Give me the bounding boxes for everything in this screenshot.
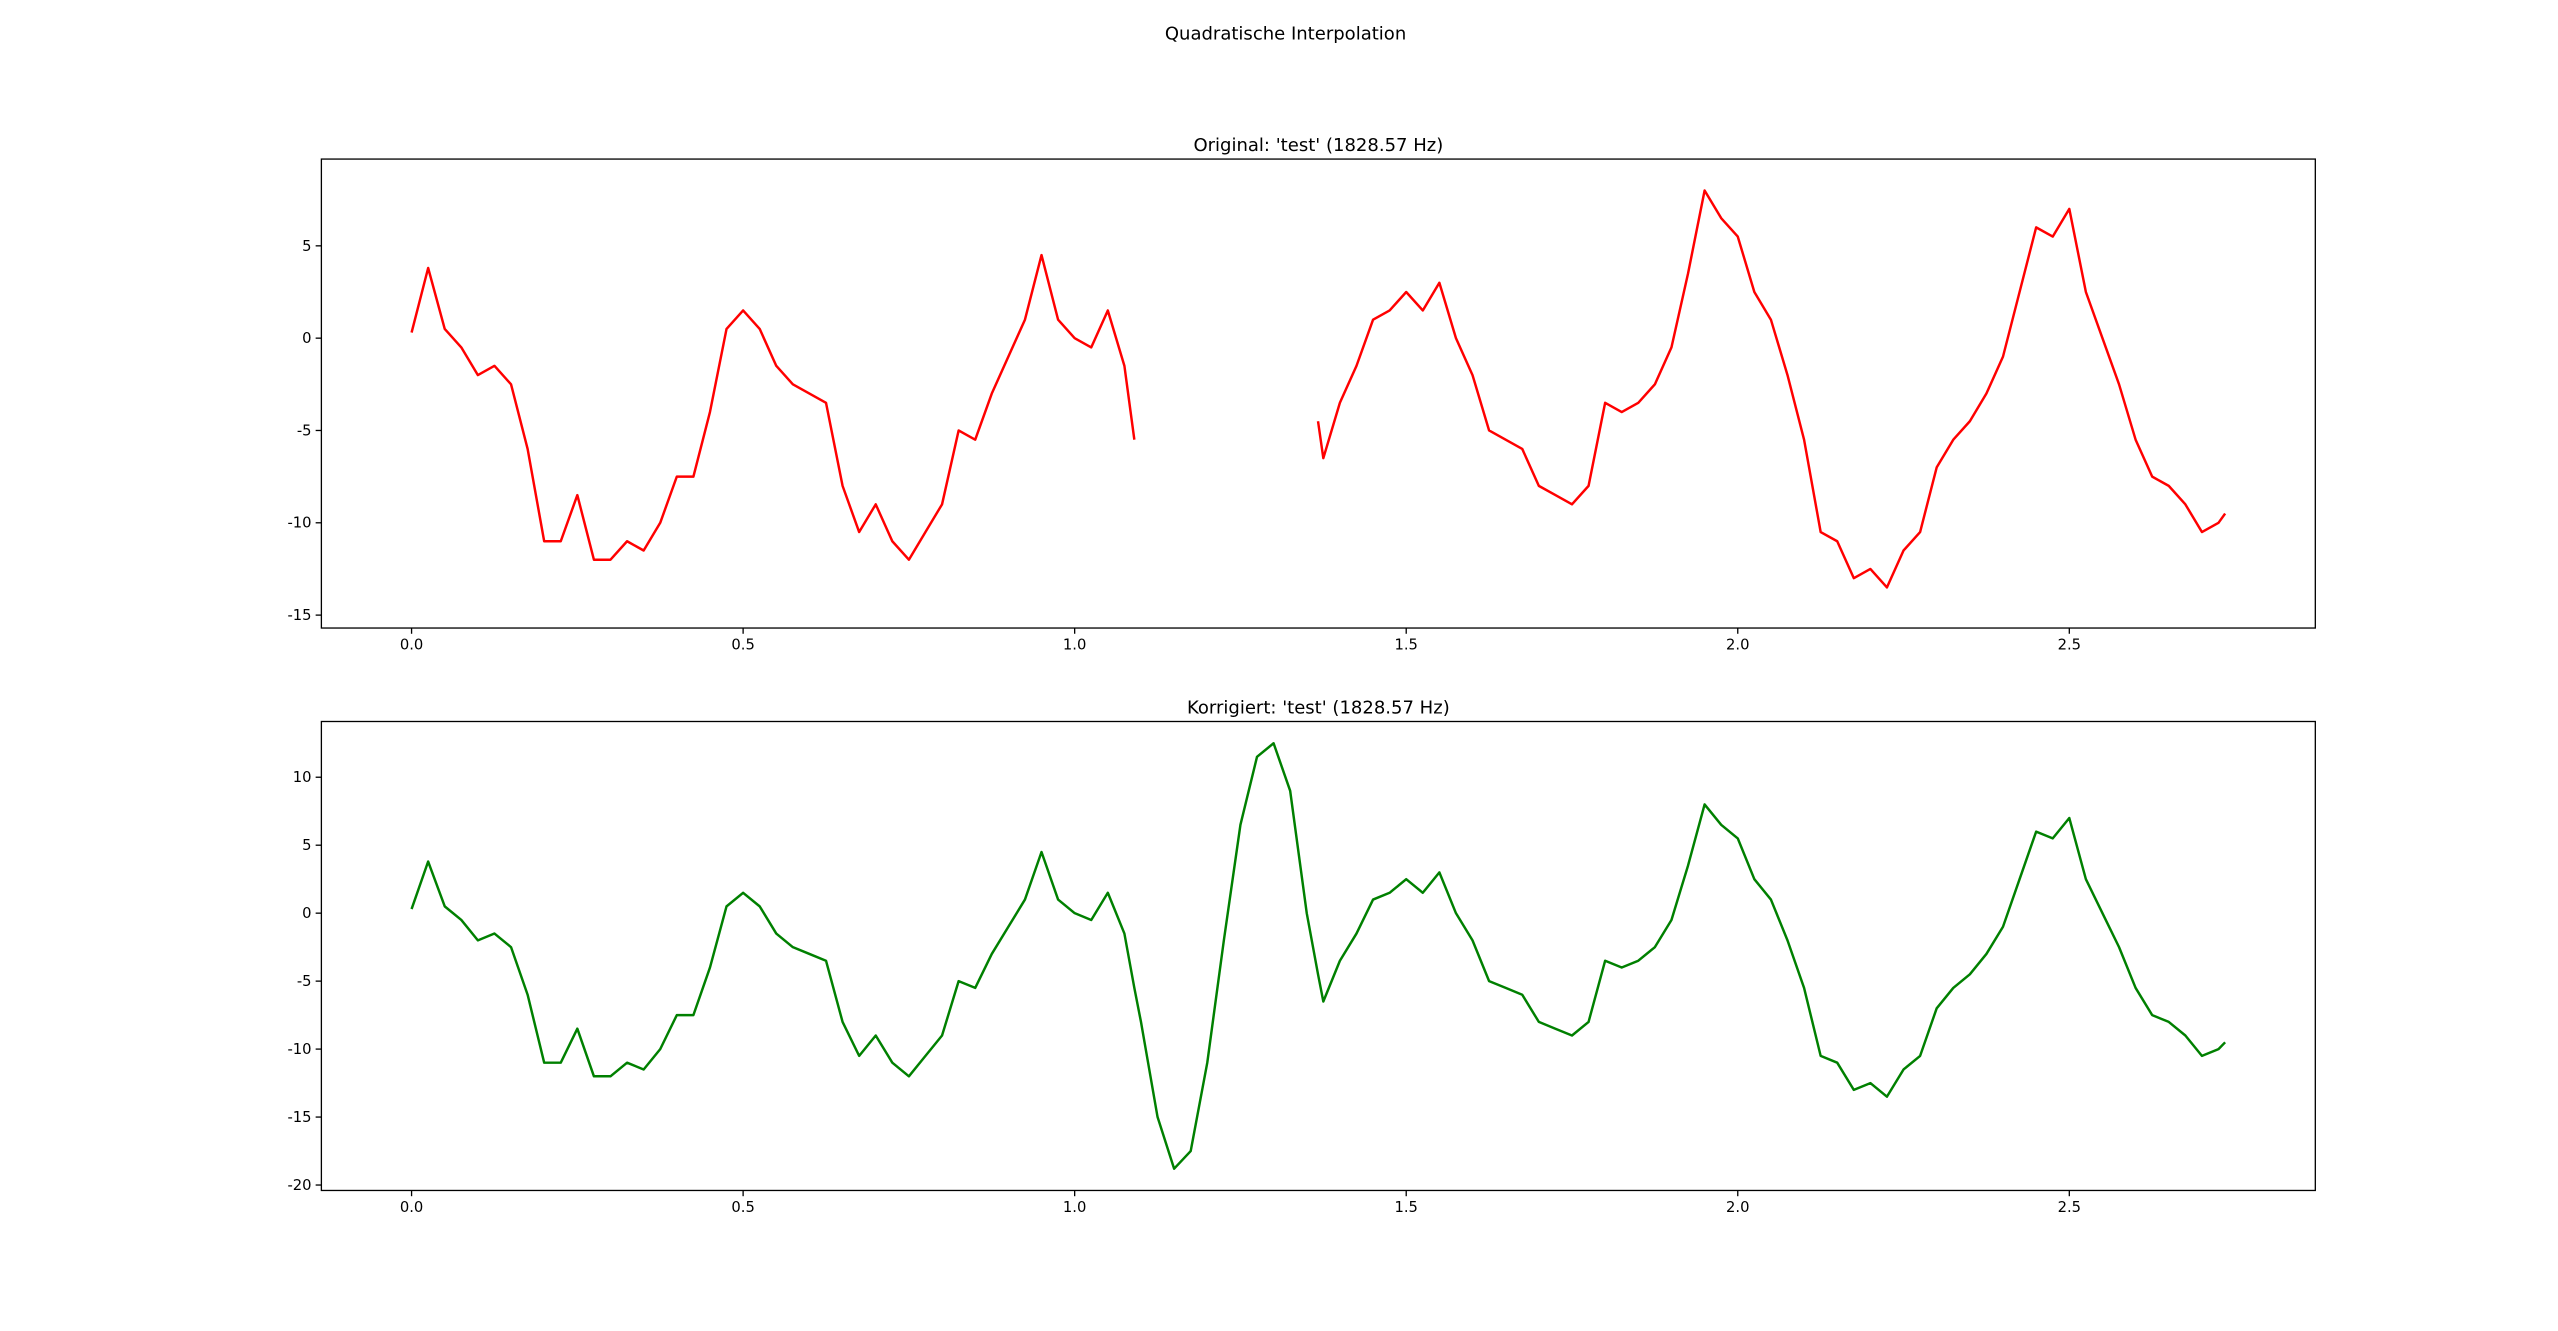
data-line <box>410 742 2227 1170</box>
axes-title: Original: 'test' (1828.57 Hz) <box>1193 135 1443 156</box>
y-tick-label: 0 <box>302 330 311 347</box>
x-tick-label: 0.0 <box>400 1199 423 1216</box>
x-tick-label: 1.5 <box>1394 1199 1417 1216</box>
figure-title: Quadratische Interpolation <box>1165 23 1406 44</box>
y-tick-label: 5 <box>302 238 311 255</box>
y-tick-label: -10 <box>287 1041 311 1058</box>
x-tick-label: 2.5 <box>2058 1199 2081 1216</box>
y-tick-label: -20 <box>287 1177 311 1194</box>
x-tick-label: 2.5 <box>2058 636 2081 653</box>
data-line <box>410 189 2227 589</box>
x-tick-label: 1.0 <box>1063 1199 1086 1216</box>
y-tick-label: -5 <box>297 422 312 439</box>
y-tick-label: -10 <box>287 515 311 532</box>
y-tick-label: -15 <box>287 607 311 624</box>
axes-title: Korrigiert: 'test' (1828.57 Hz) <box>1187 697 1450 718</box>
x-tick-label: 1.5 <box>1394 636 1417 653</box>
y-tick-label: 10 <box>293 769 312 786</box>
x-tick-label: 2.0 <box>1726 636 1749 653</box>
y-tick-label: -5 <box>297 973 312 990</box>
y-tick-label: 0 <box>302 905 311 922</box>
axes-frame <box>320 720 2316 1192</box>
x-tick-label: 0.0 <box>400 636 423 653</box>
x-tick-label: 0.5 <box>731 636 754 653</box>
y-tick-label: -15 <box>287 1109 311 1126</box>
x-tick-label: 2.0 <box>1726 1199 1749 1216</box>
x-tick-label: 0.5 <box>731 1199 754 1216</box>
y-tick-label: 5 <box>302 837 311 854</box>
axes-frame <box>320 158 2316 629</box>
x-tick-label: 1.0 <box>1063 636 1086 653</box>
